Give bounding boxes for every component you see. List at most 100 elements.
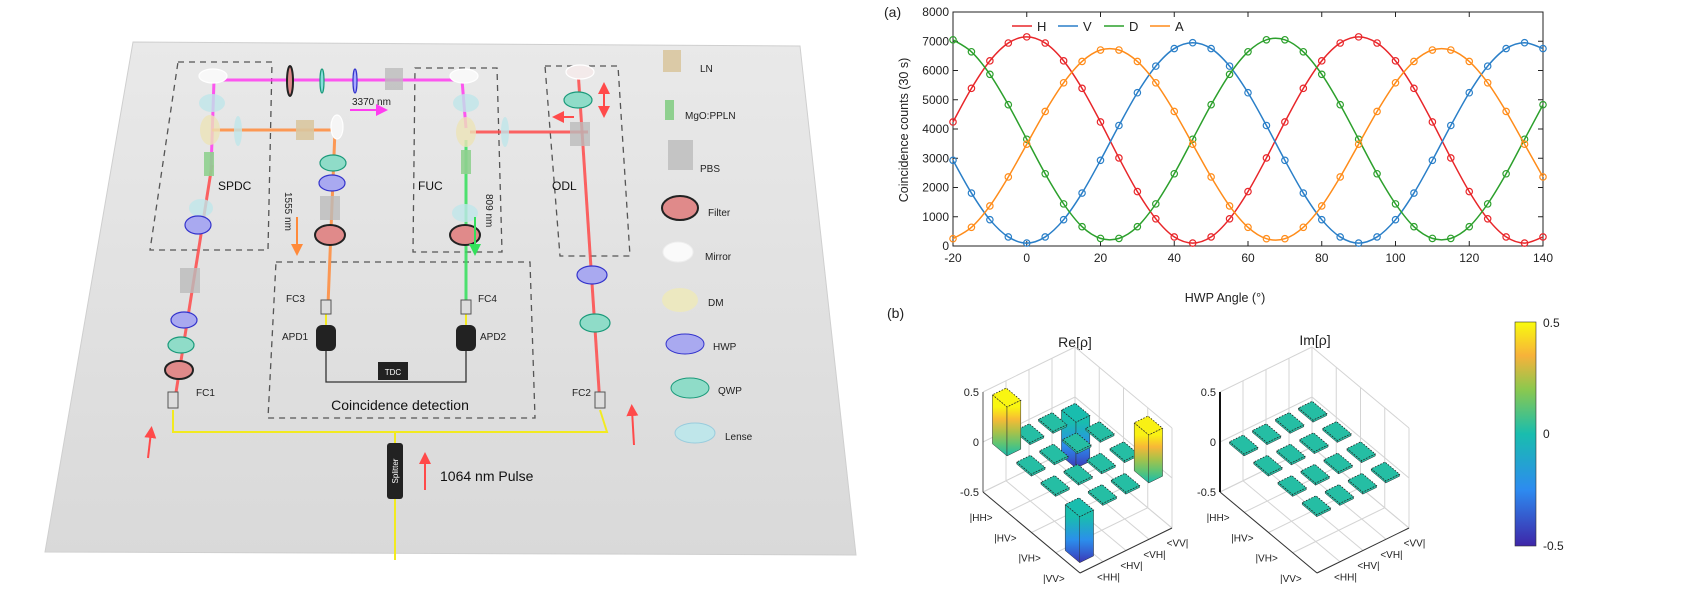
col-tick-label: <VV| — [1167, 539, 1189, 550]
bar-top-face — [1298, 432, 1329, 453]
series-D-point — [1170, 169, 1179, 178]
density-bar — [1084, 421, 1115, 443]
series-H-point — [1465, 187, 1474, 196]
splitter-label: Splitter — [391, 458, 400, 483]
pbs-cube-icon — [668, 140, 693, 170]
series-H-point — [1078, 84, 1086, 93]
series-A-point — [1022, 140, 1031, 149]
series-A-point — [1078, 57, 1086, 66]
y-tick-label: 6000 — [922, 64, 949, 78]
pbs-cube-icon — [180, 268, 200, 293]
grid-line — [1219, 396, 1410, 479]
series-H-point — [1244, 187, 1252, 196]
series-V-point — [1410, 189, 1418, 197]
series-H-point — [1317, 57, 1326, 65]
series-H-point — [1391, 57, 1400, 65]
series-H-point — [1207, 233, 1215, 241]
bar-top-face — [1277, 475, 1308, 495]
series-H-fit-line — [952, 36, 1544, 244]
series-V-point — [1539, 44, 1547, 53]
colorbar-scale — [1514, 321, 1537, 547]
series-V-point — [967, 189, 976, 197]
legend-lens: Lense — [725, 432, 753, 443]
series-A-point — [949, 234, 957, 243]
row-tick-label: |HV> — [994, 533, 1016, 544]
bar-top-face — [1300, 463, 1331, 484]
lens-icon — [199, 94, 225, 112]
legend-label-V: V — [1083, 19, 1092, 34]
bar-top-face — [1064, 497, 1095, 518]
half-wave-plate-icon — [170, 311, 198, 329]
series-D-point — [949, 35, 957, 44]
density-bar — [1301, 495, 1332, 518]
density-bar — [1323, 452, 1354, 475]
quarter-wave-plate-icon — [167, 336, 195, 354]
filter-icon — [164, 360, 194, 380]
x-tick-label: 120 — [1459, 251, 1479, 265]
im-rho-title: Im[ρ] — [1299, 332, 1330, 348]
series-H-point — [1520, 239, 1529, 247]
series-A-point — [1004, 173, 1013, 181]
apd1-label: APD1 — [282, 332, 309, 343]
colorbar: 0.5 0 -0.5 — [1514, 316, 1564, 553]
bar-top-face — [1087, 484, 1118, 504]
bar-top-face — [991, 387, 1022, 408]
experimental-setup: TDC Splitter SPDC FUC ODL Coincidence de… — [44, 41, 857, 560]
series-D-point — [1317, 70, 1326, 79]
grid-line — [1219, 346, 1410, 429]
bar-top-face — [1133, 415, 1164, 436]
fiber-coupler-icon — [320, 299, 332, 315]
series-V-point — [1391, 215, 1400, 224]
legend-label-D: D — [1129, 19, 1138, 34]
series-V-point — [1170, 44, 1179, 53]
y-tick-label: 1000 — [922, 210, 949, 224]
bar-top-face — [1324, 484, 1355, 504]
z-tick-label: 0.5 — [1201, 387, 1216, 399]
apd2-label: APD2 — [480, 332, 507, 343]
col-tick-label: <HH| — [1097, 572, 1120, 583]
bar-top-face — [1060, 402, 1091, 423]
legend-pbs: PBS — [700, 164, 720, 175]
row-tick-label: |HH> — [970, 513, 993, 524]
series-D-point — [1041, 169, 1049, 178]
series-D-point — [1133, 222, 1142, 231]
series-V-point — [1152, 62, 1160, 70]
density-bar — [1061, 432, 1092, 455]
series-V-point — [1096, 156, 1105, 165]
series-V-point — [1465, 88, 1474, 97]
series-A-point — [1410, 57, 1418, 66]
bar-top-face — [1301, 495, 1332, 516]
dichroic-mirror-icon — [456, 117, 476, 147]
bar-top-face — [1228, 434, 1259, 455]
series-V-point — [1115, 121, 1123, 130]
x-tick-label: 100 — [1385, 251, 1405, 265]
y-tick-label: 0 — [942, 239, 949, 253]
legend-filter: Filter — [708, 208, 731, 219]
idler-wavelength: 3370 nm — [352, 97, 391, 108]
bar-top-face — [1040, 475, 1071, 495]
colorbar-tick: -0.5 — [1543, 539, 1564, 553]
lens-icon — [453, 94, 479, 112]
odl-region — [544, 65, 631, 257]
series-D-point — [1299, 47, 1308, 56]
bar-top-face — [1061, 432, 1092, 453]
series-D-fit-line — [952, 37, 1544, 241]
optical-elements — [164, 64, 611, 380]
odl-label: ODL — [552, 179, 577, 193]
series-D-point — [1539, 100, 1547, 109]
spdc-label: SPDC — [218, 179, 252, 193]
series-D-point — [1004, 100, 1013, 109]
series-A-point — [986, 202, 994, 210]
quarter-wave-plate-icon — [319, 68, 325, 94]
bar-top-face — [1323, 452, 1354, 473]
series-D-point — [1078, 222, 1086, 231]
bar-top-face — [1063, 463, 1094, 484]
fiber — [172, 409, 609, 433]
series-A-point — [1336, 173, 1344, 181]
series-D-point — [1410, 222, 1418, 231]
coincidence-label: Coincidence detection — [331, 397, 469, 413]
series-V-point — [1207, 44, 1215, 53]
lens-icon — [501, 117, 509, 147]
series-H-point — [1225, 214, 1234, 223]
series-V-point — [1262, 121, 1271, 130]
